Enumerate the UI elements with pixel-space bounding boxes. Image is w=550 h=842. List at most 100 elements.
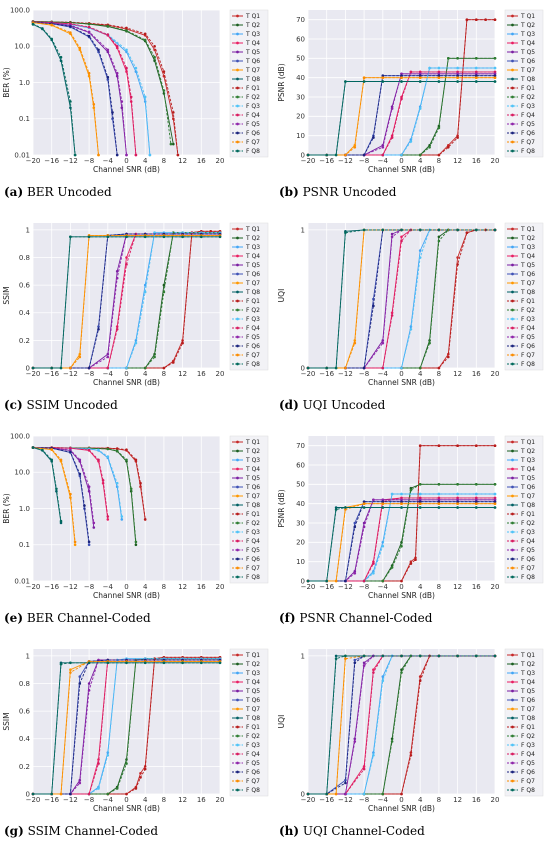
data-point — [418, 498, 422, 502]
x-tick-label: −12 — [338, 796, 353, 804]
data-point — [493, 57, 497, 60]
data-point — [390, 566, 394, 569]
legend-marker — [511, 698, 514, 702]
data-point — [353, 146, 357, 149]
x-tick-label: −8 — [84, 157, 94, 165]
data-point — [106, 792, 110, 796]
data-point — [125, 66, 128, 70]
data-point — [69, 448, 72, 452]
data-point — [106, 355, 110, 359]
legend-marker — [236, 440, 239, 444]
panel-caption: (d) UQI Uncoded — [279, 398, 386, 412]
legend-label: F Q5 — [246, 547, 260, 554]
y-tick-label: 70 — [296, 16, 305, 24]
data-point — [428, 146, 431, 149]
panel-caption: (a) BER Uncoded — [4, 185, 112, 199]
legend-marker — [511, 68, 514, 72]
data-point — [400, 72, 403, 76]
y-tick-label: 0 — [301, 577, 305, 585]
legend-marker — [511, 503, 514, 507]
legend-marker — [511, 41, 514, 45]
data-point — [437, 80, 441, 83]
data-point — [437, 126, 441, 130]
data-point — [106, 24, 110, 28]
data-point — [181, 235, 184, 239]
data-point — [69, 100, 72, 103]
legend-label: F Q7 — [521, 778, 535, 785]
data-point — [381, 506, 385, 509]
legend-marker — [236, 521, 239, 525]
legend-marker — [511, 326, 514, 330]
legend-label: F Q3 — [521, 316, 535, 323]
legend-label: T Q5 — [245, 688, 260, 695]
legend-label: F Q8 — [521, 787, 535, 794]
legend-label: T Q1 — [245, 226, 260, 233]
data-point — [493, 18, 497, 22]
legend-label: T Q6 — [245, 271, 260, 278]
legend-label: F Q4 — [246, 538, 260, 545]
data-point — [97, 328, 100, 331]
data-point — [465, 18, 469, 22]
x-tick-label: −16 — [44, 157, 59, 165]
legend-marker — [511, 689, 514, 693]
x-tick-label: 8 — [437, 370, 441, 378]
data-point — [325, 579, 329, 583]
data-point — [362, 792, 366, 796]
y-tick-label: 0.1 — [19, 541, 30, 549]
data-point — [456, 228, 459, 232]
legend-label: T Q7 — [520, 493, 535, 500]
x-tick-label: −16 — [319, 370, 334, 378]
data-point — [409, 140, 413, 143]
panel-b: −20 −16 −12 −8 −4 0 4 8 12 16 20 0 10 20 30 40 50 60 70 Cha… — [277, 9, 544, 199]
data-point — [31, 366, 35, 370]
data-point — [87, 792, 91, 796]
legend-label: F Q7 — [246, 565, 260, 572]
y-tick-label: 10.0 — [14, 469, 30, 477]
y-tick-label: 50 — [296, 481, 305, 489]
x-tick-label: −8 — [84, 796, 94, 804]
legend-label: F Q7 — [246, 778, 260, 785]
x-tick-label: 8 — [437, 583, 441, 591]
panel-title: UQI Uncoded — [299, 398, 386, 412]
data-point — [334, 508, 338, 511]
legend-marker — [236, 362, 239, 366]
data-point — [325, 153, 329, 157]
legend-marker — [236, 245, 239, 249]
panel-letter: (b) — [279, 185, 299, 199]
data-point — [456, 76, 459, 79]
data-point — [83, 504, 86, 507]
x-tick-label: −20 — [26, 370, 41, 378]
y-axis-label: SSIM — [2, 712, 11, 730]
data-point — [97, 48, 100, 52]
data-point — [372, 668, 375, 671]
x-axis-label: Channel SNR (dB) — [93, 165, 160, 174]
legend-label: T Q6 — [520, 58, 535, 65]
data-point — [390, 492, 394, 496]
data-point — [115, 449, 119, 453]
data-point — [409, 562, 413, 565]
data-point — [456, 74, 459, 77]
y-tick-label: 0.6 — [19, 708, 31, 716]
legend-label: T Q6 — [520, 271, 535, 278]
legend-label: F Q2 — [246, 520, 260, 527]
legend-marker — [236, 41, 239, 45]
x-tick-label: −16 — [44, 796, 59, 804]
series-line-t-q8 — [32, 23, 76, 156]
legend-marker — [511, 308, 514, 312]
data-point — [87, 543, 91, 547]
data-point — [344, 508, 347, 511]
y-tick-label: 0.4 — [19, 309, 31, 317]
data-point — [353, 521, 357, 525]
data-point — [437, 506, 441, 509]
data-point — [50, 37, 53, 41]
data-point — [381, 654, 385, 658]
data-point — [97, 762, 100, 765]
y-tick-label: 0.4 — [19, 735, 31, 743]
x-tick-label: 16 — [472, 157, 481, 165]
data-point — [400, 153, 403, 157]
legend-label: F Q7 — [246, 139, 260, 146]
legend-marker — [511, 317, 514, 321]
legend-marker — [511, 227, 514, 231]
data-point — [143, 235, 147, 239]
data-point — [87, 661, 91, 665]
